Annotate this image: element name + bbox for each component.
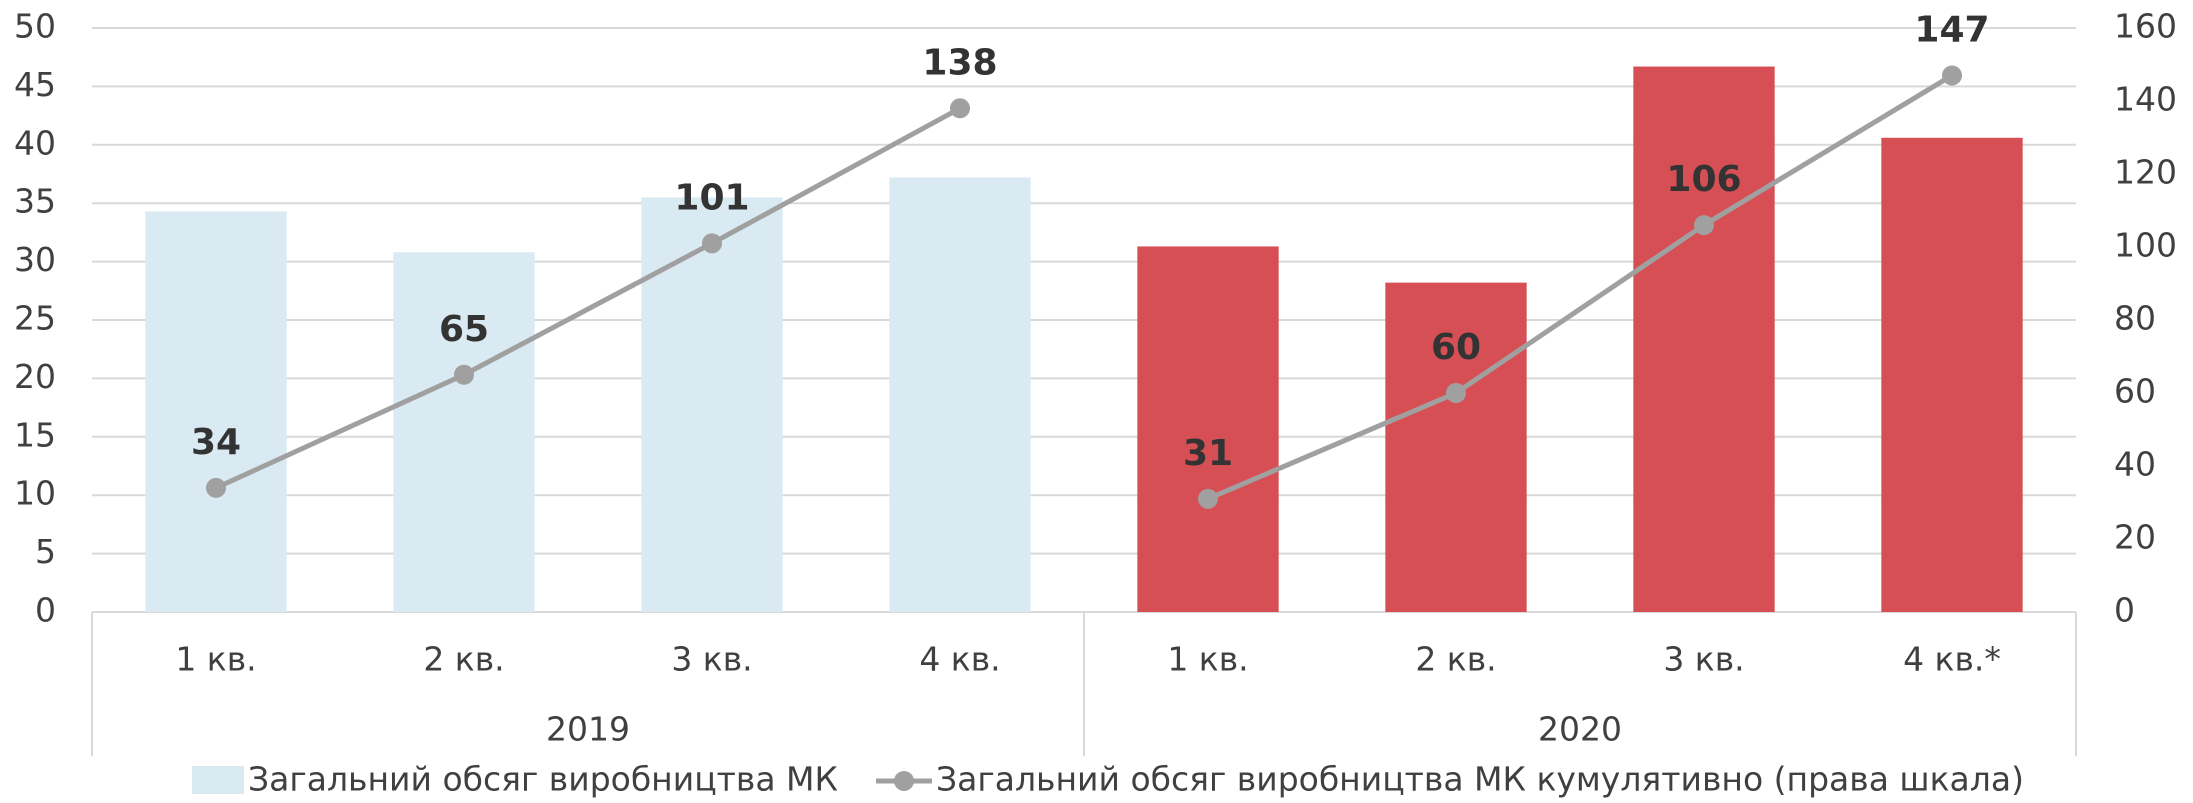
data-label: 147	[1914, 9, 1989, 50]
bar	[1881, 137, 2023, 613]
x-tick-label: 4 кв.	[919, 640, 1000, 679]
y2-tick-label: 160	[2114, 7, 2177, 46]
y-tick-label: 0	[35, 591, 56, 630]
data-label: 106	[1666, 159, 1741, 200]
data-label: 65	[439, 309, 489, 350]
x-tick-label: 1 кв.	[1167, 640, 1248, 679]
bar	[889, 177, 1031, 612]
bar	[1633, 66, 1775, 612]
y-tick-label: 25	[14, 299, 56, 338]
x-tick-label: 2 кв.	[423, 640, 504, 679]
y-tick-label: 45	[14, 65, 56, 104]
data-label: 101	[674, 177, 749, 218]
data-label: 31	[1183, 433, 1233, 474]
y2-tick-label: 140	[2114, 80, 2177, 119]
y-tick-label: 10	[14, 474, 56, 513]
x-tick-label: 4 кв.*	[1903, 640, 2001, 679]
y2-tick-label: 100	[2114, 226, 2177, 265]
bar	[393, 252, 535, 613]
group-label: 2020	[1538, 710, 1622, 749]
y2-tick-label: 120	[2114, 153, 2177, 192]
legend-marker	[894, 771, 914, 791]
y-tick-label: 15	[14, 415, 56, 454]
bar	[145, 211, 287, 612]
line-marker	[454, 364, 474, 385]
line	[1207, 73, 1954, 502]
line-marker	[206, 477, 226, 498]
y-tick-label: 40	[14, 123, 56, 162]
line-marker	[950, 98, 970, 119]
y-tick-label: 30	[14, 240, 56, 279]
x-tick-label: 1 кв.	[175, 640, 256, 679]
data-label: 138	[922, 42, 997, 83]
y-tick-label: 5	[35, 532, 56, 571]
legend-swatch	[192, 766, 244, 794]
line-marker	[1198, 488, 1218, 509]
bar	[1137, 246, 1279, 612]
y2-tick-label: 40	[2114, 445, 2156, 484]
x-tick-label: 2 кв.	[1415, 640, 1496, 679]
y-tick-label: 20	[14, 357, 56, 396]
x-tick-label: 3 кв.	[671, 640, 752, 679]
data-label: 34	[191, 422, 241, 463]
y2-tick-label: 60	[2114, 372, 2156, 411]
line-marker	[702, 233, 722, 254]
bar	[1385, 282, 1527, 612]
line	[214, 106, 962, 491]
line-marker	[1942, 65, 1962, 86]
group-label: 2019	[546, 710, 630, 749]
legend-label: Загальний обсяг виробництва МК кумулятив…	[936, 760, 2024, 799]
bar	[641, 197, 783, 613]
legend-label: Загальний обсяг виробництва МК	[248, 760, 838, 799]
y-tick-label: 50	[14, 7, 56, 46]
y2-tick-label: 80	[2114, 299, 2156, 338]
data-label: 60	[1431, 327, 1481, 368]
line-marker	[1694, 215, 1714, 236]
x-tick-label: 3 кв.	[1663, 640, 1744, 679]
y2-tick-label: 20	[2114, 518, 2156, 557]
y-tick-label: 35	[14, 182, 56, 221]
y2-tick-label: 0	[2114, 591, 2135, 630]
line-marker	[1446, 383, 1466, 403]
